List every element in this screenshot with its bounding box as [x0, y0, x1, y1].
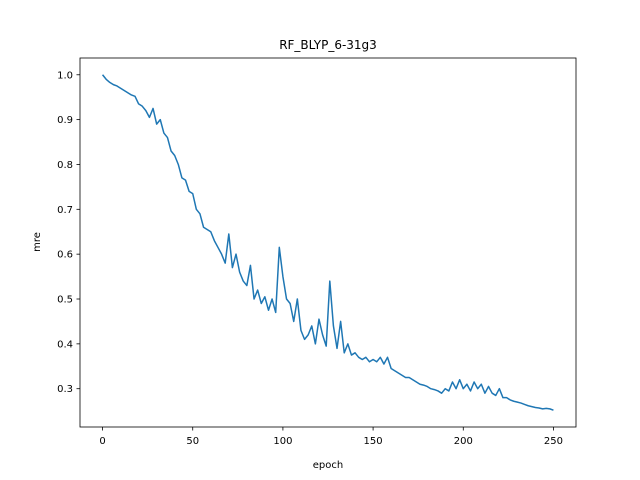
x-tick-label: 100	[273, 436, 292, 447]
y-tick-label: 0.3	[57, 384, 73, 395]
plot-frame	[79, 57, 577, 428]
x-tick-label: 150	[364, 436, 383, 447]
y-tick-label: 0.9	[57, 115, 73, 126]
y-tick-label: 0.4	[57, 339, 73, 350]
x-tick-label: 0	[99, 436, 105, 447]
y-tick-label: 0.5	[57, 295, 73, 306]
chart-title: RF_BLYP_6-31g3	[279, 38, 377, 52]
x-axis-label: epoch	[313, 460, 343, 471]
y-tick-label: 0.7	[57, 205, 73, 216]
x-tick-label: 50	[186, 436, 199, 447]
data-line	[101, 74, 554, 411]
y-tick-label: 0.8	[57, 160, 73, 171]
y-tick-label: 0.6	[57, 250, 73, 261]
x-tick-label: 250	[544, 436, 563, 447]
x-tick-label: 200	[454, 436, 473, 447]
y-tick-label: 1.0	[57, 70, 73, 81]
y-axis-label: mre	[32, 232, 43, 252]
